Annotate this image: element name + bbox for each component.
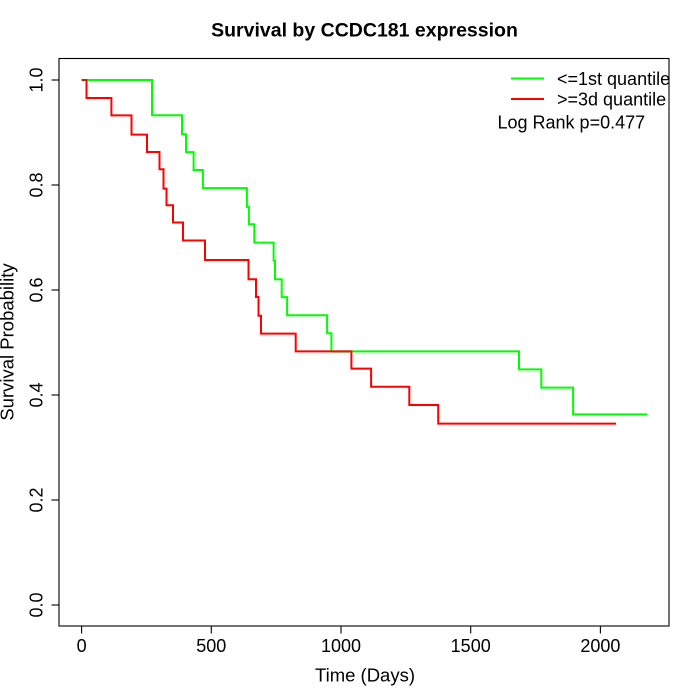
svg-text:Time (Days): Time (Days): [315, 665, 415, 686]
svg-text:Log Rank p=0.477: Log Rank p=0.477: [498, 113, 646, 133]
svg-text:Survival by CCDC181 expression: Survival by CCDC181 expression: [211, 19, 518, 41]
svg-text:0.2: 0.2: [27, 487, 47, 512]
svg-text:0.4: 0.4: [27, 382, 47, 407]
svg-text:0.6: 0.6: [27, 277, 47, 302]
svg-text:0.0: 0.0: [27, 592, 47, 617]
svg-text:0: 0: [77, 636, 87, 656]
svg-text:2000: 2000: [580, 636, 620, 656]
svg-text:>=3d quantile: >=3d quantile: [557, 90, 666, 110]
svg-text:1500: 1500: [451, 636, 491, 656]
svg-text:<=1st quantile: <=1st quantile: [557, 69, 670, 89]
svg-text:0.8: 0.8: [27, 172, 47, 197]
svg-text:1.0: 1.0: [27, 67, 47, 92]
svg-text:Survival Probability: Survival Probability: [0, 263, 18, 421]
svg-text:1000: 1000: [321, 636, 361, 656]
svg-text:500: 500: [196, 636, 226, 656]
